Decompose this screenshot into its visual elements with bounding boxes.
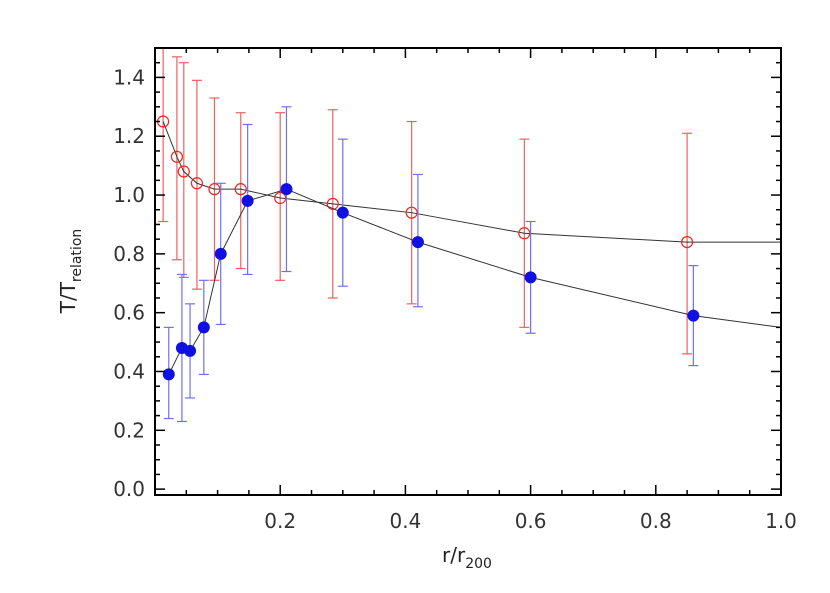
x-tick-label: 0.2 xyxy=(264,509,296,533)
x-tick-label: 0.4 xyxy=(389,509,421,533)
data-point xyxy=(274,191,287,205)
y-tick-label: 0.6 xyxy=(113,301,145,325)
data-point xyxy=(524,271,537,284)
plot-area xyxy=(157,48,782,423)
data-point xyxy=(336,206,349,219)
x-tick-label: 0.8 xyxy=(640,509,672,533)
x-tick-label: 1.0 xyxy=(765,509,797,533)
y-tick-label: 0.0 xyxy=(113,477,145,501)
y-tick-label: 1.0 xyxy=(113,183,145,207)
y-tick-label: 0.2 xyxy=(113,418,145,442)
data-point xyxy=(405,206,418,219)
x-tick-label: 0.6 xyxy=(515,509,547,533)
data-point xyxy=(184,344,197,357)
y-axis-label: T/Trelation xyxy=(56,229,85,315)
x-axis-label: r/r200 xyxy=(442,543,492,572)
data-point xyxy=(214,247,227,260)
data-point xyxy=(411,236,424,249)
data-point xyxy=(280,183,293,196)
data-point xyxy=(680,235,694,249)
y-tick-label: 1.4 xyxy=(113,65,145,89)
axes: 0.2 0.4 0.6 0.8 1.0 0.0 0.2 0.4 0.6 0.8 1.0 1.2 1.4 xyxy=(113,47,797,533)
data-point xyxy=(326,197,339,210)
data-point xyxy=(170,150,184,163)
data-point xyxy=(162,368,175,381)
data-point xyxy=(208,183,221,196)
series-blue xyxy=(162,106,782,423)
data-point xyxy=(241,194,254,207)
data-point xyxy=(197,321,210,334)
data-point xyxy=(687,309,700,322)
trend-line xyxy=(168,188,782,375)
y-tick-label: 0.4 xyxy=(113,359,145,383)
y-tick-label: 0.8 xyxy=(113,242,145,266)
data-point xyxy=(234,183,247,196)
trend-line xyxy=(162,121,781,243)
data-point xyxy=(518,227,531,240)
y-tick-label: 1.2 xyxy=(113,124,145,148)
series-red xyxy=(157,48,781,355)
data-point xyxy=(177,165,190,178)
data-point xyxy=(190,177,204,190)
